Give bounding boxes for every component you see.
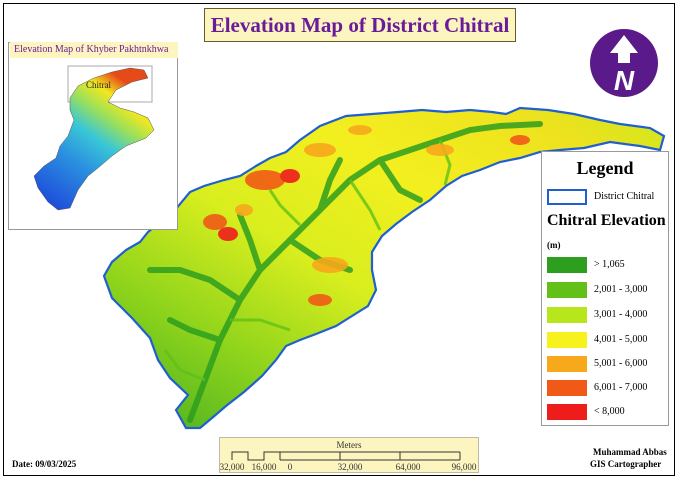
legend-class-row: 6,001 - 7,000 [547,380,665,398]
legend-class-label: > 1,065 [594,259,625,270]
legend-class-row: < 8,000 [547,404,665,422]
legend-swatch [547,404,587,420]
district-boundary-label: District Chitral [594,191,655,202]
map-title: Elevation Map of District Chitral [204,8,516,42]
scale-tick: 0 [287,462,293,472]
legend-swatch [547,380,587,396]
legend-swatch [547,356,587,372]
map-frame [3,3,675,476]
author-name: Muhammad Abbas [593,447,667,457]
legend: Legend District Chitral Chitral Elevatio… [541,151,669,426]
map-date: Date: 09/03/2025 [12,459,77,469]
inset-extent-box [67,65,153,103]
legend-swatch [547,257,587,273]
scale-tick: 16,000 [251,462,277,472]
legend-class-row: 3,001 - 4,000 [547,307,665,325]
legend-swatch [547,307,587,323]
inset-chitral-label: Chitral [86,80,111,90]
scale-tick: 32,000 [337,462,363,472]
scale-bar: Meters 32,000 16,000 0 32,000 64,000 96,… [219,437,479,473]
elevation-unit: (m) [547,240,561,250]
legend-title: Legend [576,158,634,178]
scale-bar-title: Meters [336,440,362,450]
north-letter: N [614,65,635,96]
legend-class-label: 2,001 - 3,000 [594,284,648,295]
legend-class-label: 4,001 - 5,000 [594,334,648,345]
legend-swatch [547,332,587,348]
legend-class-row: > 1,065 [547,257,665,275]
legend-class-label: 3,001 - 4,000 [594,309,648,320]
legend-class-row: 4,001 - 5,000 [547,332,665,350]
legend-class-label: < 8,000 [594,406,625,417]
elevation-legend-title: Chitral Elevation [547,212,666,229]
legend-class-label: 5,001 - 6,000 [594,358,648,369]
inset-title: Elevation Map of Khyber Pakhtnkhwa [10,42,178,58]
author-role: GIS Cartographer [590,459,662,469]
legend-class-row: 5,001 - 6,000 [547,356,665,374]
scale-tick: 64,000 [395,462,421,472]
scale-tick: 96,000 [451,462,477,472]
district-boundary-swatch [547,189,587,205]
scale-tick: 32,000 [219,462,245,472]
inset-map: Chitral [33,65,155,211]
legend-class-row: 2,001 - 3,000 [547,282,665,300]
scale-bar-graphic [231,451,461,461]
legend-class-label: 6,001 - 7,000 [594,382,648,393]
legend-swatch [547,282,587,298]
north-arrow-icon: N [590,29,658,97]
